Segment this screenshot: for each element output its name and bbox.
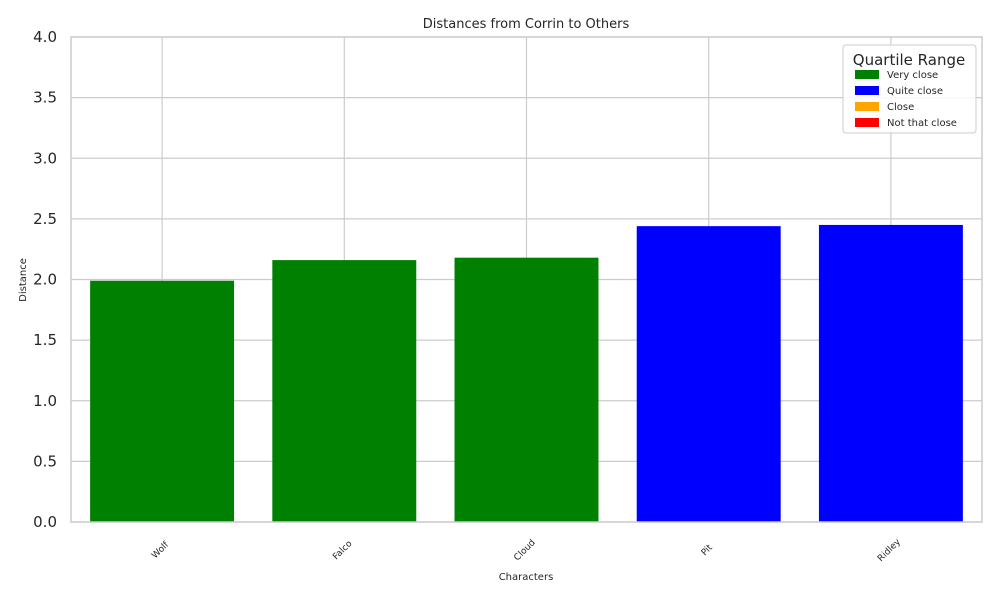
bar-cloud — [454, 257, 599, 522]
y-axis-ticks: 0.0 0.5 1.0 1.5 2.0 2.5 3.0 3.5 4.0 — [33, 28, 57, 531]
x-tick-label: Ridley — [876, 537, 903, 564]
legend-label: Close — [887, 102, 914, 113]
legend: Quartile Range Very close Quite close Clos… — [842, 44, 977, 134]
y-tick-label: 3.5 — [33, 89, 57, 107]
bar-ridley — [818, 224, 963, 522]
x-axis-ticks: Wolf Falco Cloud Pit Ridley — [150, 537, 903, 564]
y-tick-label: 1.0 — [33, 392, 57, 410]
chart-title: Distances from Corrin to Others — [423, 17, 630, 32]
legend-entries: Very close Quite close Close Not that close — [855, 70, 957, 129]
legend-swatch — [855, 102, 879, 111]
x-tick-label: Falco — [331, 539, 355, 563]
legend-swatch — [855, 118, 879, 127]
legend-title: Quartile Range — [853, 51, 965, 69]
bars — [90, 224, 963, 522]
x-tick-label: Pit — [700, 543, 715, 558]
y-tick-label: 0.0 — [33, 513, 57, 531]
y-tick-label: 2.0 — [33, 271, 57, 289]
bar-pit — [636, 226, 781, 522]
y-tick-label: 2.5 — [33, 210, 57, 228]
legend-label: Quite close — [887, 86, 943, 97]
bar-falco — [272, 260, 417, 522]
legend-label: Very close — [887, 70, 938, 81]
legend-swatch — [855, 70, 879, 79]
y-tick-label: 0.5 — [33, 452, 57, 470]
x-tick-label: Wolf — [150, 540, 171, 561]
legend-swatch — [855, 86, 879, 95]
plot-frame — [70, 36, 983, 523]
x-axis-label: Characters — [499, 572, 554, 583]
y-axis-label: Distance — [18, 258, 29, 302]
legend-label: Not that close — [887, 118, 957, 129]
y-tick-label: 1.5 — [33, 331, 57, 349]
bar-wolf — [90, 280, 235, 522]
x-tick-label: Cloud — [512, 538, 537, 563]
y-tick-label: 3.0 — [33, 149, 57, 167]
y-tick-label: 4.0 — [33, 28, 57, 46]
